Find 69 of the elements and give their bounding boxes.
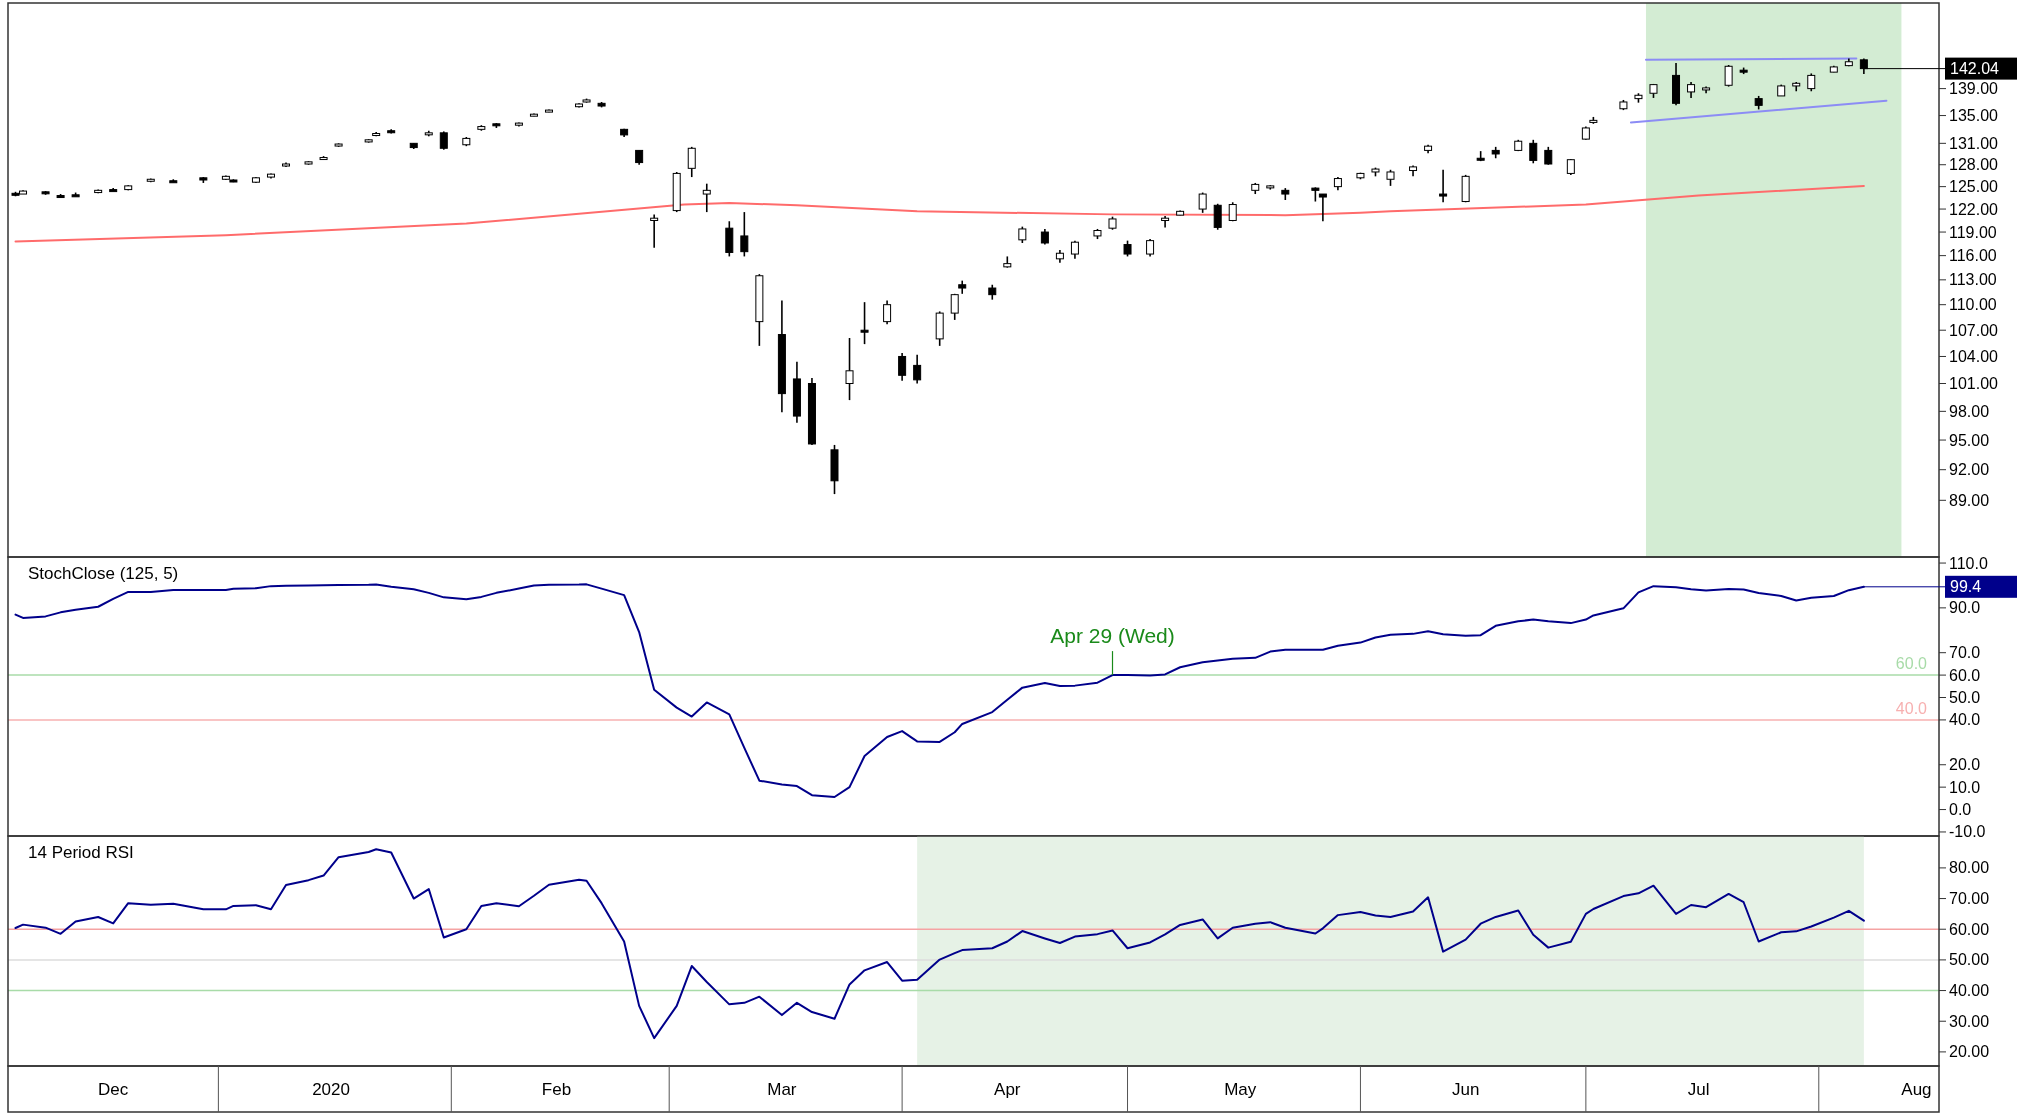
- y-tick-label: 20.00: [1949, 1043, 1990, 1061]
- y-tick-label: 70.00: [1949, 890, 1990, 908]
- x-tick-label: 2020: [312, 1079, 350, 1099]
- y-tick-label: 95.00: [1949, 431, 1990, 449]
- y-tick-label: 30.00: [1949, 1012, 1990, 1030]
- y-tick-label: 131.00: [1949, 134, 1999, 152]
- y-tick-label: 104.00: [1949, 347, 1999, 365]
- x-tick-label: Apr: [994, 1079, 1021, 1099]
- x-tick-label: Mar: [767, 1079, 797, 1099]
- y-tick-label: 10.0: [1949, 778, 1981, 796]
- ref-line-label: 40.0: [1895, 699, 1928, 717]
- candlestick: [845, 337, 854, 401]
- candlestick: [1318, 193, 1327, 223]
- y-tick-label: 128.00: [1949, 156, 1999, 174]
- y-tick-label: 135.00: [1949, 107, 1999, 125]
- candlestick: [913, 353, 922, 385]
- line-series: [14, 848, 1865, 1040]
- x-tick-label: Jul: [1687, 1079, 1710, 1099]
- x-tick-label: Feb: [541, 1079, 572, 1099]
- y-tick-label: 60.00: [1949, 920, 1990, 938]
- y-tick-label: 50.00: [1949, 951, 1990, 969]
- y-tick-label: 60.0: [1949, 666, 1981, 684]
- y-tick-label: 113.00: [1949, 271, 1997, 289]
- candlestick: [1724, 64, 1733, 88]
- y-tick-label: 0.0: [1949, 801, 1972, 819]
- candlestick: [650, 213, 659, 249]
- y-tick-label: 122.00: [1949, 200, 1999, 218]
- chart-title: StochClose (125, 5): [28, 564, 179, 583]
- y-tick-label: 101.00: [1949, 375, 1999, 392]
- y-tick-label: 116.00: [1949, 247, 1997, 265]
- candlestick: [1213, 202, 1222, 231]
- annotation: Apr 29 (Wed): [1050, 624, 1175, 648]
- x-tick-label: Aug: [1901, 1079, 1932, 1099]
- y-tick-label: 90.0: [1949, 599, 1981, 617]
- candlestick: [439, 130, 448, 151]
- annotation: 99.4: [1950, 578, 1982, 596]
- candlestick: [1529, 139, 1538, 165]
- x-tick-label: Dec: [98, 1079, 129, 1099]
- ref-line-label: 60.0: [1895, 655, 1928, 673]
- y-tick-label: 50.0: [1949, 689, 1981, 707]
- y-tick-label: 119.00: [1949, 223, 1997, 241]
- candlestick: [898, 352, 907, 382]
- candlestick: [702, 182, 711, 213]
- x-tick-label: May: [1224, 1079, 1257, 1099]
- candlestick: [950, 293, 959, 321]
- candlestick: [1439, 168, 1448, 204]
- chart-title: 14 Period RSI: [28, 843, 134, 862]
- y-tick-label: 139.00: [1949, 80, 1999, 98]
- y-tick-label: 110.00: [1949, 296, 1997, 314]
- y-tick-label: 89.00: [1949, 491, 1990, 509]
- line-series: [14, 184, 1865, 243]
- candlestick: [740, 211, 749, 258]
- y-tick-label: 98.00: [1949, 402, 1990, 420]
- y-tick-label: 40.00: [1949, 982, 1990, 1000]
- y-tick-label: 110.0: [1949, 554, 1988, 572]
- x-tick-label: Jun: [1451, 1079, 1480, 1099]
- y-tick-label: 125.00: [1949, 178, 1999, 196]
- annotation: 142.04: [1950, 60, 2000, 78]
- y-tick-label: 70.0: [1949, 644, 1981, 662]
- candlestick: [883, 299, 892, 325]
- candlestick: [860, 301, 869, 345]
- y-tick-label: 40.0: [1949, 711, 1981, 729]
- y-tick-label: 20.0: [1949, 756, 1981, 774]
- candlestick: [1070, 239, 1079, 260]
- y-tick-label: -10.0: [1949, 823, 1986, 841]
- y-tick-label: 92.00: [1949, 461, 1990, 479]
- y-tick-label: 80.00: [1949, 859, 1990, 877]
- candlestick: [687, 146, 696, 178]
- y-tick-label: 107.00: [1949, 321, 1999, 339]
